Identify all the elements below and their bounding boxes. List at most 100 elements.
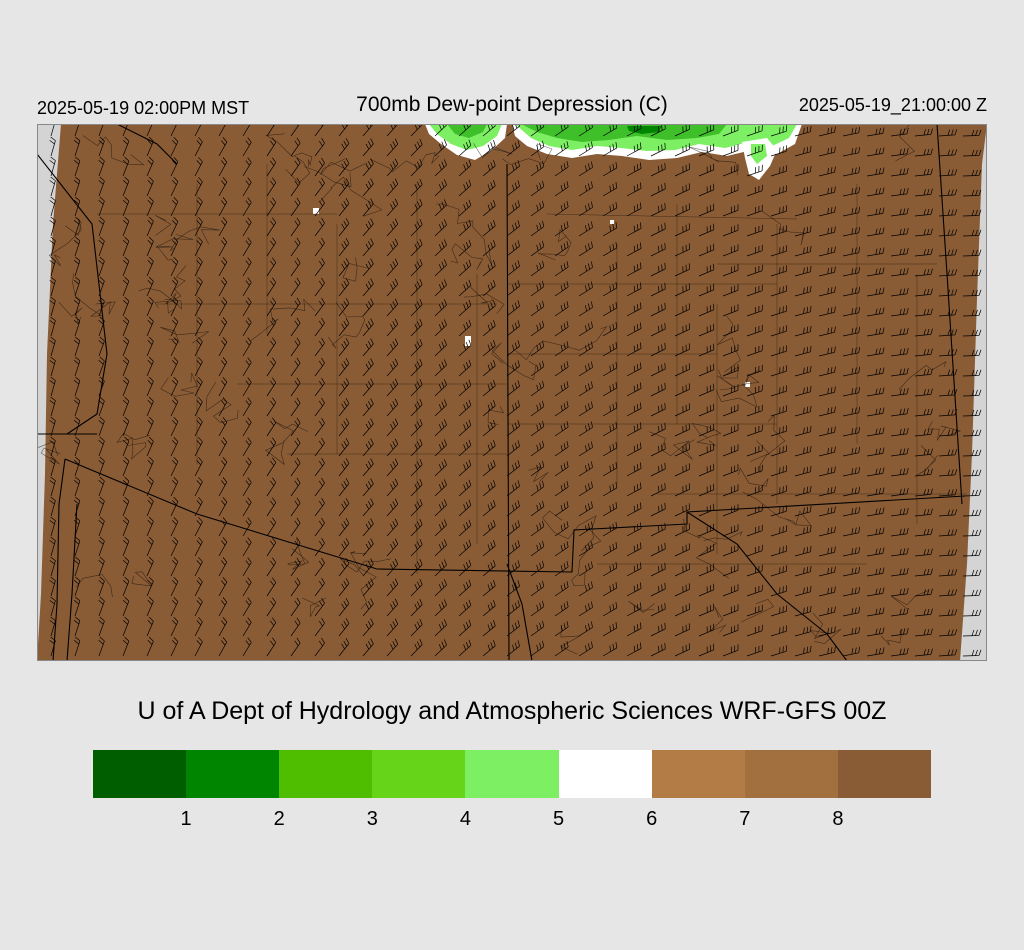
wind-barb-icon [314, 217, 325, 237]
wind-barb-icon [554, 501, 569, 517]
contour-line [491, 342, 537, 381]
wind-barb-icon [410, 398, 423, 417]
wind-barb-icon [266, 437, 277, 457]
wind-barb-icon [49, 596, 56, 617]
wind-barb-icon [866, 567, 885, 577]
wind-barb-icon [914, 348, 933, 357]
contour-line [342, 257, 368, 282]
wind-barb-icon [362, 378, 374, 397]
wind-barb-icon [146, 196, 154, 217]
wind-barb-icon [194, 217, 203, 237]
wind-barb-icon [746, 204, 763, 217]
wind-barb-icon [386, 178, 399, 197]
wind-barb-icon [170, 516, 179, 537]
contour-line [703, 531, 743, 541]
wind-barb-icon [722, 624, 739, 637]
wind-barb-icon [338, 418, 350, 437]
wind-barb-icon [482, 179, 496, 197]
wind-barb-icon [770, 445, 788, 457]
wind-barb-icon [890, 228, 909, 237]
wind-barb-icon [626, 502, 642, 517]
wind-barb-icon [314, 437, 325, 457]
wind-barb-icon [530, 620, 545, 637]
wind-barb-icon [266, 477, 277, 497]
wind-barb-icon [314, 297, 325, 317]
wind-barb-icon [434, 259, 447, 277]
wind-barb-icon [410, 498, 423, 517]
wind-barb-icon [722, 564, 739, 577]
wind-barb-icon [146, 156, 154, 177]
wind-barb-icon [746, 624, 763, 637]
wind-barb-icon [722, 304, 739, 317]
wind-barb-icon [746, 524, 763, 537]
wind-barb-icon [482, 239, 496, 257]
wind-barb-icon [338, 618, 350, 637]
wind-barb-icon [674, 463, 690, 477]
contour-line [717, 369, 760, 391]
wind-barb-icon [386, 438, 399, 457]
wind-barb-icon [794, 225, 812, 237]
wind-barb-icon [722, 424, 739, 437]
wind-barb-icon [290, 497, 301, 517]
wind-barb-icon [49, 416, 56, 437]
wind-barb-icon [818, 206, 836, 217]
wind-barb-icon [746, 324, 763, 337]
wind-barb-icon [410, 218, 423, 237]
wind-barb-icon [386, 218, 399, 237]
wind-barb-icon [410, 358, 423, 377]
wind-barb-icon [722, 324, 739, 337]
contour-line [58, 301, 83, 325]
wind-barb-icon [194, 297, 203, 317]
wind-barb-icon [602, 621, 618, 637]
wind-barb-icon [746, 244, 763, 257]
wind-barb-icon [626, 402, 642, 417]
wind-barb-icon [170, 456, 179, 477]
wind-barb-icon [506, 400, 520, 417]
wind-barb-icon [434, 419, 447, 437]
wind-barb-icon [49, 576, 56, 597]
wind-barb-icon [818, 286, 836, 297]
colorbar-swatch-4 [372, 750, 466, 798]
contour-line [738, 467, 769, 491]
wind-barb-icon [698, 523, 715, 537]
wind-barb-icon [530, 200, 545, 217]
wind-barb-icon [506, 320, 520, 337]
wind-barb-icon [626, 162, 642, 177]
wind-barb-icon [434, 179, 447, 197]
wind-barb-icon [386, 378, 399, 397]
wind-barb-icon [242, 597, 252, 617]
wind-barb-icon [362, 438, 374, 457]
wind-barb-icon [962, 209, 982, 217]
wind-barb-icon [170, 336, 179, 357]
wind-barb-icon [554, 521, 569, 537]
wind-barb-icon [122, 136, 130, 157]
wind-barb-icon [698, 203, 715, 217]
wind-barb-icon [314, 497, 325, 517]
wind-barb-icon [890, 568, 909, 577]
wind-barb-icon [49, 476, 56, 497]
wind-barb-icon [746, 344, 763, 357]
wind-barb-icon [914, 468, 933, 477]
wind-barb-icon [49, 556, 56, 577]
wind-barb-icon [818, 386, 836, 397]
contour-line [688, 146, 739, 176]
contour-line [683, 518, 729, 579]
wind-barb-icon [290, 417, 301, 437]
wind-barb-icon [458, 199, 472, 217]
wind-barb-icon [530, 240, 545, 257]
wind-barb-icon [962, 609, 982, 617]
wind-barb-icon [290, 357, 301, 377]
wind-barb-icon [73, 536, 81, 557]
wind-barb-icon [338, 238, 350, 257]
wind-barb-icon [914, 288, 933, 297]
wind-barb-icon [242, 277, 252, 297]
wind-barb-icon [554, 441, 569, 457]
wind-barb-icon [866, 247, 885, 257]
wind-barb-icon [650, 282, 666, 297]
contour-line [285, 155, 311, 184]
wind-barb-icon [266, 357, 277, 377]
wind-barb-icon [458, 359, 472, 377]
wind-barb-icon [746, 184, 763, 197]
wind-barb-icon [794, 365, 812, 377]
wind-barb-icon [674, 303, 690, 317]
